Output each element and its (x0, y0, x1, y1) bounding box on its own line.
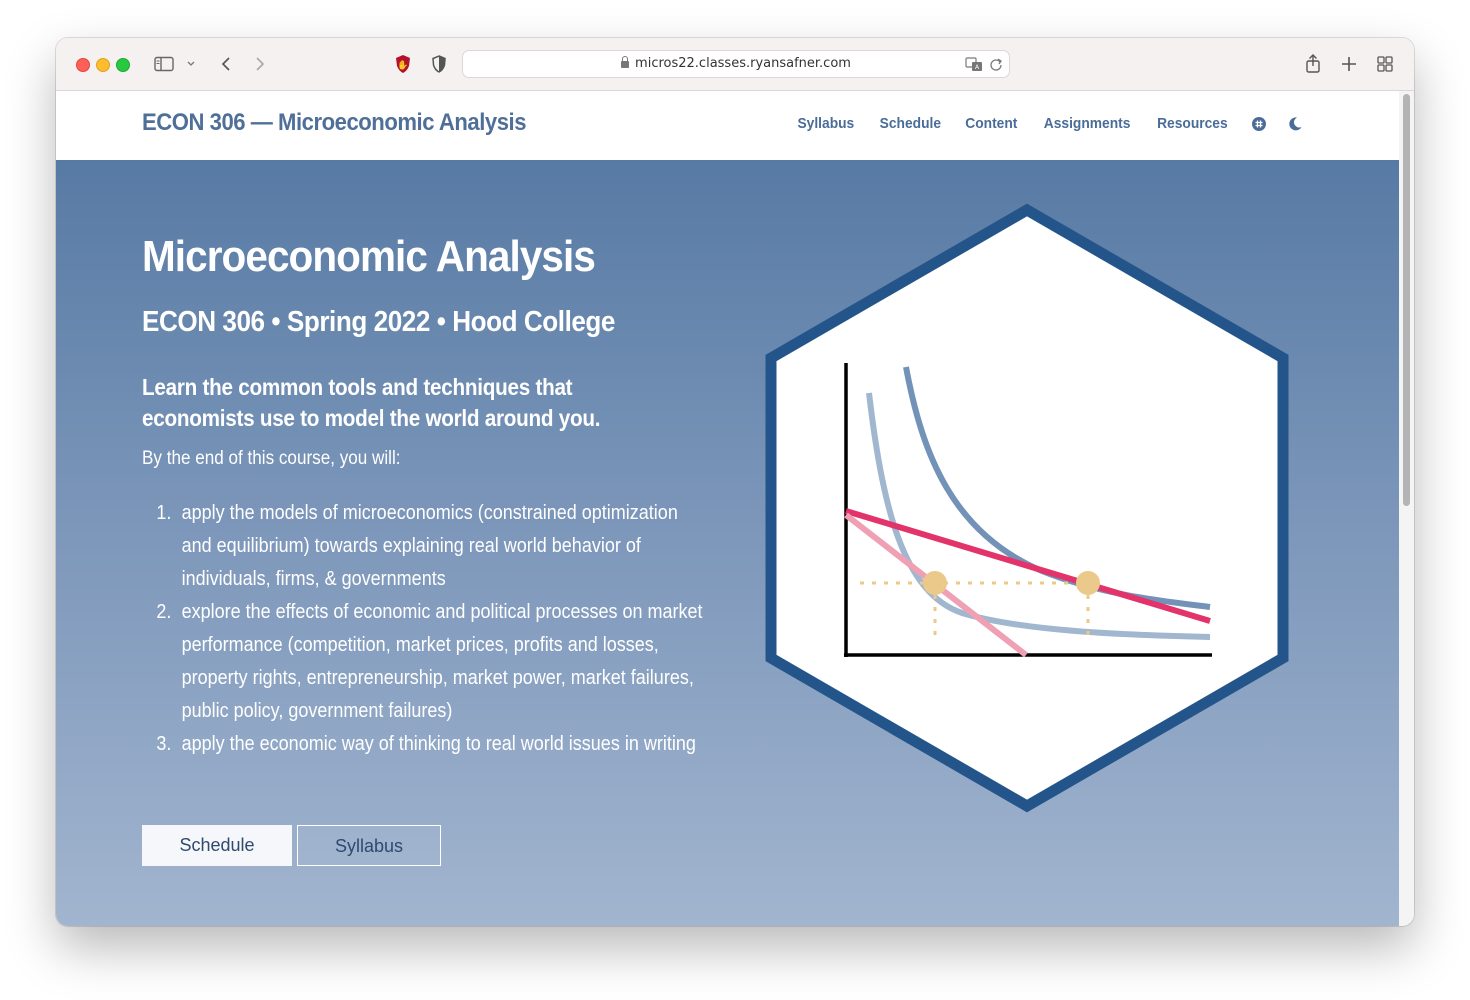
nav-assignments[interactable]: Assignments (1043, 115, 1131, 132)
translate-icon[interactable]: A (965, 56, 983, 77)
slack-icon[interactable] (1251, 116, 1267, 132)
forward-icon[interactable] (250, 52, 270, 76)
list-item: 1. apply the models of microeconomics (co… (142, 497, 709, 596)
list-item-text: apply the economic way of thinking to re… (181, 733, 696, 755)
tab-overview-icon[interactable] (1374, 52, 1396, 76)
privacy-shield-icon[interactable] (428, 52, 450, 76)
equilibrium-point-icon (923, 571, 947, 595)
schedule-button[interactable]: Schedule (142, 825, 292, 866)
hero-subtitle: ECON 306 • Spring 2022 • Hood College (142, 306, 616, 338)
new-tab-icon[interactable] (1338, 52, 1360, 76)
scrollbar[interactable] (1399, 91, 1414, 926)
svg-text:A: A (975, 64, 980, 71)
ublock-icon[interactable]: ✋ (392, 52, 414, 76)
nav-content[interactable]: Content (965, 115, 1018, 132)
site-navbar: ECON 306 — Microeconomic Analysis Syllab… (56, 91, 1399, 161)
hero-lead: Learn the common tools and techniques th… (142, 374, 601, 431)
chevron-down-icon[interactable] (184, 52, 198, 76)
list-item-text: explore the effects of economic and poli… (181, 601, 703, 722)
hero-title: Microeconomic Analysis (142, 232, 596, 281)
close-window-button[interactable] (76, 58, 90, 72)
back-icon[interactable] (216, 52, 236, 76)
list-item: 2. explore the effects of economic and po… (142, 596, 709, 728)
indifference-curve-hex-icon (765, 203, 1289, 813)
list-item-number: 3. (156, 733, 172, 755)
site-brand-link[interactable]: ECON 306 — Microeconomic Analysis (142, 109, 527, 136)
address-bar[interactable]: micros22.classes.ryansafner.com A (462, 50, 1010, 78)
syllabus-button[interactable]: Syllabus (297, 825, 441, 866)
url-text: micros22.classes.ryansafner.com (635, 56, 851, 71)
nav-schedule[interactable]: Schedule (879, 115, 941, 132)
dark-mode-toggle-icon[interactable] (1287, 116, 1303, 132)
sidebar-toggle-icon[interactable] (152, 52, 176, 76)
indifference-curve-low (866, 392, 1211, 640)
hero-section: Microeconomic Analysis ECON 306 • Spring… (56, 160, 1399, 926)
nav-syllabus[interactable]: Syllabus (797, 115, 855, 132)
list-item: 3. apply the economic way of thinking to … (142, 728, 709, 761)
hero-intro: By the end of this course, you will: (142, 448, 401, 469)
scrollbar-thumb[interactable] (1403, 94, 1410, 506)
equilibrium-point-icon (1076, 571, 1100, 595)
list-item-number: 1. (156, 502, 172, 524)
browser-toolbar: ✋ micros22.classes.ryansafner.com A (56, 38, 1414, 91)
svg-text:✋: ✋ (397, 59, 408, 71)
web-page: ECON 306 — Microeconomic Analysis Syllab… (56, 91, 1399, 926)
nav-resources[interactable]: Resources (1157, 115, 1228, 132)
learning-goals-list: 1. apply the models of microeconomics (co… (142, 497, 709, 761)
axes-icon (844, 363, 1212, 657)
budget-line (845, 508, 1211, 624)
browser-window: ✋ micros22.classes.ryansafner.com A ECON… (56, 38, 1414, 926)
nav-links: Syllabus Schedule Content Assignments Re… (795, 115, 1303, 132)
list-item-text: apply the models of microeconomics (cons… (181, 502, 678, 590)
minimize-window-button[interactable] (96, 58, 110, 72)
url-field[interactable]: micros22.classes.ryansafner.com (463, 51, 1009, 77)
share-icon[interactable] (1302, 52, 1324, 76)
zoom-window-button[interactable] (116, 58, 130, 72)
equilibrium-guides (860, 581, 1090, 643)
reload-icon[interactable] (989, 56, 1003, 77)
lock-icon (621, 56, 630, 68)
list-item-number: 2. (156, 601, 172, 623)
